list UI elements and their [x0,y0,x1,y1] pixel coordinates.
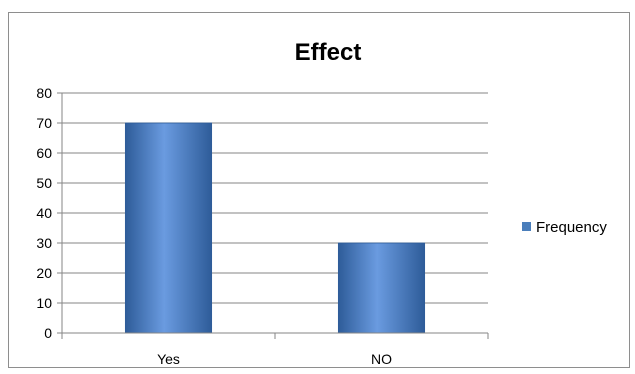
axes: 0 10 20 30 40 50 60 70 80 Yes NO [36,85,489,367]
legend-label-frequency: Frequency [536,219,607,236]
y-tick-label: 10 [36,295,52,311]
y-tick-label: 50 [36,175,52,191]
y-tick-label: 40 [36,205,52,221]
x-tick-label: Yes [157,351,180,367]
y-tick-label: 80 [36,85,52,101]
chart-title: Effect [295,39,362,66]
y-tick-label: 60 [36,145,52,161]
y-tick-label: 30 [36,235,52,251]
bar-yes [124,122,213,334]
bars [124,122,426,334]
bar-no [337,242,426,334]
y-tick-label: 20 [36,265,52,281]
y-tick-label: 70 [36,115,52,131]
y-tick-label: 0 [44,325,52,341]
x-tick-label: NO [371,351,392,367]
chart-frame [8,12,630,368]
legend-swatch [522,222,531,231]
legend: Frequency [522,219,607,236]
